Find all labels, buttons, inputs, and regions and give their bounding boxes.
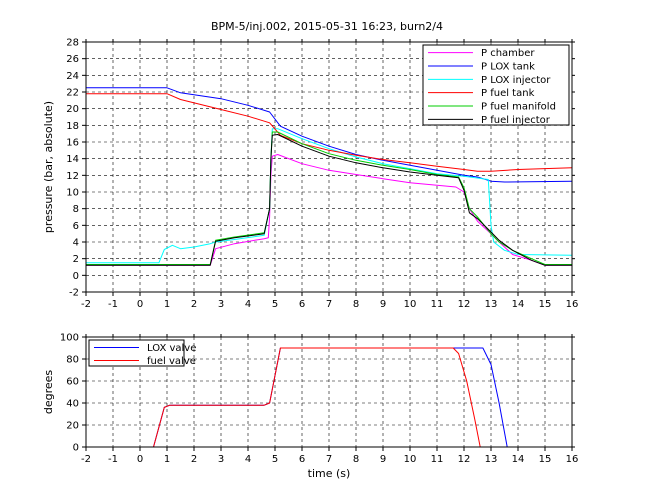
y-tick-label: 6	[73, 221, 79, 232]
y-tick-label: 10	[66, 188, 79, 199]
series-line-fuel-valve	[153, 347, 481, 448]
x-tick-label: 1	[164, 299, 170, 310]
series-lines	[86, 87, 573, 266]
x-tick-label: 3	[218, 299, 224, 310]
y-tick-label: 8	[73, 204, 79, 215]
grid	[86, 42, 572, 292]
y-tick-label: 12	[66, 171, 79, 182]
pressure-plot: -2 -1 0 1 2 3 4 5 6 7 8 9 10 11 12 13 14 15 16-20246810121…	[42, 38, 578, 311]
x-tick-label: 13	[485, 299, 498, 310]
legend-label: P LOX injector	[481, 75, 551, 86]
series-lines	[153, 347, 508, 448]
x-tick-label: 10	[404, 454, 417, 465]
y-tick-label: 0	[73, 443, 79, 454]
x-tick-label: 2	[191, 454, 197, 465]
valve-plot: -2 -1 0 1 2 3 4 5 6 7 8 9 10 11 12 13 14 15 16020406080100…	[42, 333, 578, 481]
x-tick-label: 14	[512, 299, 525, 310]
x-tick-label: 7	[326, 454, 332, 465]
y-tick-label: -2	[69, 288, 79, 299]
x-tick-label: 4	[245, 454, 251, 465]
x-tick-label: 9	[380, 454, 386, 465]
x-tick-label: 0	[137, 299, 143, 310]
chart-title: BPM-5/inj.002, 2015-05-31 16:23, burn2/4	[211, 20, 443, 33]
x-tick-label: 13	[485, 454, 498, 465]
legend: P chamber P LOX tank P LOX injector P fuel …	[422, 44, 570, 126]
x-tick-label: 12	[458, 454, 471, 465]
y-tick-label: 18	[66, 121, 79, 132]
x-tick-label: 5	[272, 299, 278, 310]
x-tick-label: 6	[299, 299, 305, 310]
y-tick-label: 26	[66, 54, 79, 65]
y-tick-label: 60	[66, 377, 79, 388]
x-tick-label: -2	[81, 454, 91, 465]
x-tick-label: 11	[431, 299, 444, 310]
y-tick-label: 0	[73, 271, 79, 282]
y-tick-label: 16	[66, 138, 79, 149]
legend-label: P fuel injector	[481, 115, 551, 126]
x-tick-label: -2	[81, 299, 91, 310]
legend: LOX valve fuel valve	[88, 339, 196, 367]
legend-box	[88, 339, 185, 367]
legend-label: fuel valve	[147, 356, 196, 367]
legend-label: P LOX tank	[481, 62, 535, 73]
x-tick-label: -1	[108, 454, 118, 465]
series-line-p-fuel-tank	[86, 93, 573, 172]
x-tick-label: 9	[380, 299, 386, 310]
y-tick-label: 80	[66, 355, 79, 366]
x-tick-label: 15	[539, 299, 552, 310]
x-tick-label: 6	[299, 454, 305, 465]
y-tick-label: 100	[60, 333, 79, 344]
x-tick-label: 8	[353, 454, 359, 465]
x-tick-label: 16	[566, 454, 579, 465]
y-tick-label: 20	[66, 421, 79, 432]
y-tick-label: 22	[66, 88, 79, 99]
x-tick-label: 1	[164, 454, 170, 465]
y-tick-label: 28	[66, 38, 79, 49]
legend-label: P fuel manifold	[481, 102, 556, 113]
x-tick-label: 5	[272, 454, 278, 465]
y-axis-label: degrees	[42, 370, 55, 415]
x-tick-label: 10	[404, 299, 417, 310]
ticks: -2 -1 0 1 2 3 4 5 6 7 8 9 10 11 12 13 14 15 16-20246810121…	[66, 38, 578, 311]
y-axis-label: pressure (bar, absolute)	[42, 101, 55, 233]
y-tick-label: 14	[66, 154, 79, 165]
x-tick-label: -1	[108, 299, 118, 310]
legend-label: P chamber	[481, 48, 535, 59]
y-tick-label: 40	[66, 399, 79, 410]
series-line-p-fuel-injector	[86, 134, 572, 266]
x-tick-label: 15	[539, 454, 552, 465]
x-tick-label: 3	[218, 454, 224, 465]
y-tick-label: 24	[66, 71, 79, 82]
x-tick-label: 4	[245, 299, 251, 310]
x-axis-label: time (s)	[308, 467, 351, 480]
x-tick-label: 14	[512, 454, 525, 465]
y-tick-label: 4	[73, 238, 79, 249]
x-tick-label: 7	[326, 299, 332, 310]
x-tick-label: 8	[353, 299, 359, 310]
series-line-p-lox-injector	[86, 128, 573, 264]
x-tick-label: 0	[137, 454, 143, 465]
legend-label: LOX valve	[147, 343, 196, 354]
x-tick-label: 11	[431, 454, 444, 465]
x-tick-label: 12	[458, 299, 471, 310]
x-tick-label: 16	[566, 299, 579, 310]
legend-label: P fuel tank	[481, 88, 535, 99]
x-tick-label: 2	[191, 299, 197, 310]
y-tick-label: 2	[73, 254, 79, 265]
series-line-p-lox-tank	[86, 87, 573, 183]
legend-box	[422, 44, 570, 126]
y-tick-label: 20	[66, 104, 79, 115]
